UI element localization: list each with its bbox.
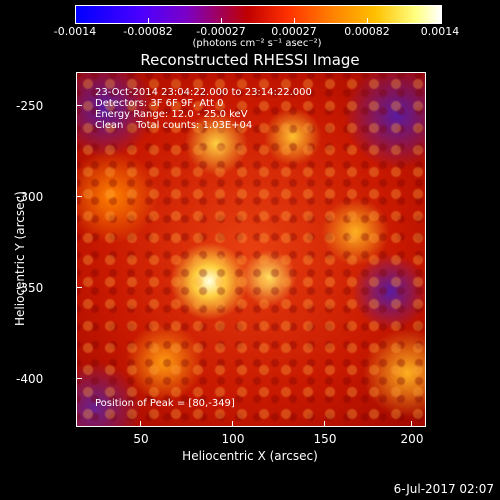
energy-range-label: Energy Range: 12.0 - 25.0 keV — [95, 109, 248, 120]
x-axis-tick — [140, 421, 141, 427]
y-axis-tick — [76, 378, 82, 379]
peak-position-label: Position of Peak = [80,-349] — [95, 398, 235, 409]
time-range-label: 23-Oct-2014 23:04:22.000 to 23:14:22.000 — [95, 87, 312, 98]
y-axis-tick-label: -400 — [16, 372, 44, 386]
y-axis-tick-label: -250 — [16, 99, 44, 113]
x-axis-tick-label: 200 — [400, 432, 424, 446]
clean-counts-label: Clean Total counts: 1.03E+04 — [95, 120, 253, 131]
colorbar-tick — [148, 18, 149, 23]
colorbar-units: (photons cm⁻² s⁻¹ asec⁻²) — [192, 38, 322, 49]
colorbar-tick — [221, 18, 222, 23]
colorbar-tick — [294, 18, 295, 23]
colorbar-tick-label: -0.00082 — [123, 25, 173, 38]
x-axis-tick-label: 100 — [221, 432, 245, 446]
y-axis-tick-label: -350 — [16, 281, 44, 295]
x-axis-tick — [411, 421, 412, 427]
colorbar-tick-label: 0.00027 — [271, 25, 317, 38]
colorbar-tick-label: 0.0014 — [420, 25, 460, 38]
detectors-label: Detectors: 3F 6F 9F, Att 0 — [95, 98, 224, 109]
y-axis-tick — [76, 196, 82, 197]
colorbar-tick — [75, 18, 76, 23]
colorbar — [75, 5, 442, 24]
x-axis-tick-label: 50 — [133, 432, 149, 446]
x-axis-tick — [232, 421, 233, 427]
colorbar-tick-label: -0.0014 — [53, 25, 97, 38]
y-axis-title: Heliocentric Y (arcsec) — [13, 191, 27, 326]
x-axis-tick-label: 150 — [313, 432, 337, 446]
colorbar-tick-label: -0.00027 — [196, 25, 246, 38]
colorbar-tick — [440, 18, 441, 23]
x-axis-tick — [324, 421, 325, 427]
image-texture — [77, 73, 425, 426]
generation-date: 6-Jul-2017 02:07 — [393, 482, 494, 496]
y-axis-tick-label: -300 — [16, 190, 44, 204]
rhessi-image-plot: 23-Oct-2014 23:04:22.000 to 23:14:22.000… — [76, 72, 426, 427]
colorbar-tick-label: 0.00082 — [344, 25, 390, 38]
colorbar-tick — [367, 18, 368, 23]
y-axis-tick — [76, 105, 82, 106]
image-title: Reconstructed RHESSI Image — [140, 51, 360, 69]
y-axis-tick — [76, 287, 82, 288]
x-axis-title: Heliocentric X (arcsec) — [182, 449, 318, 463]
